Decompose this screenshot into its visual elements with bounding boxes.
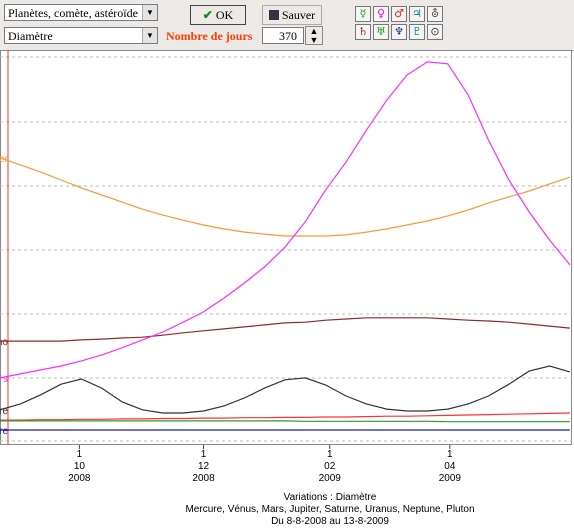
dropdown-arrow: ▼ — [142, 5, 157, 20]
plot-frame — [0, 50, 572, 445]
x-tick-label: 1 — [327, 449, 333, 460]
planet-button[interactable]: ♆ — [391, 24, 407, 40]
x-tick-label: 2008 — [192, 473, 215, 484]
series-label: ure — [0, 426, 8, 437]
x-tick-label: 02 — [324, 461, 336, 472]
quantity-select-text: Diamètre — [8, 29, 53, 43]
series-line — [0, 412, 570, 421]
x-tick-label: 04 — [444, 461, 456, 472]
series-line — [0, 365, 571, 414]
planet-button[interactable]: ♂ — [391, 6, 407, 22]
grid — [0, 56, 572, 442]
series-label: s — [3, 374, 8, 385]
object-select-text: Planètes, comète, astéroïde — [8, 6, 138, 20]
planet-button[interactable]: ⊙ — [427, 24, 443, 40]
planet-button[interactable]: ♇ — [409, 24, 425, 40]
planet-button[interactable]: ☿ — [355, 6, 371, 22]
x-tick-label: 1 — [447, 449, 453, 460]
save-text: Sauver — [281, 8, 316, 22]
x-tick-label: 1 — [77, 449, 83, 460]
days-label: Nombre de jours — [166, 29, 253, 43]
x-tick-label: 1 — [201, 449, 207, 460]
object-select[interactable]: Planètes, comète, astéroïde ▼ — [4, 4, 158, 21]
disk-icon — [268, 10, 279, 20]
series-label: no — [0, 337, 8, 348]
x-tick-label: 2009 — [439, 473, 462, 484]
ok-button[interactable]: ✔ OK — [190, 5, 246, 25]
series-line — [0, 61, 571, 379]
planet-button[interactable]: ♀ — [373, 6, 389, 22]
chart-title: Variations : Diamètre — [284, 492, 377, 503]
chart-subtitle: Mercure, Vénus, Mars, Jupiter, Saturne, … — [185, 504, 474, 515]
quantity-select[interactable]: Diamètre ▼ — [4, 27, 158, 44]
date-range: Du 8-8-2008 au 13-8-2009 — [271, 516, 389, 527]
series-line — [0, 317, 570, 342]
x-tick-label: 2009 — [319, 473, 342, 484]
series-line — [0, 157, 571, 237]
series-label: ure — [0, 406, 8, 417]
planet-button[interactable]: ♃ — [409, 6, 425, 22]
days-value: 370 — [279, 29, 297, 43]
x-tick-label: 12 — [198, 461, 210, 472]
chart: Variations : Diamètre Mercure, Vénus, Ma… — [0, 50, 572, 527]
check-icon: ✔ — [202, 8, 213, 22]
ok-text: OK — [215, 8, 234, 22]
series-line — [0, 420, 570, 423]
days-input[interactable]: 370 — [262, 27, 304, 44]
x-tick-label: 2008 — [68, 473, 91, 484]
days-spinner[interactable]: ▲ ▼ — [305, 26, 323, 45]
series-label: er — [0, 154, 9, 165]
planet-button[interactable]: ♅ — [373, 24, 389, 40]
x-tick-label: 10 — [74, 461, 86, 472]
dropdown-arrow: ▼ — [142, 28, 157, 43]
toolbar: Planètes, comète, astéroïde ▼ Diamètre ▼ ✔… — [0, 0, 574, 51]
planet-button[interactable]: ♄ — [355, 24, 371, 40]
save-button[interactable]: Sauver — [262, 5, 322, 25]
planet-button[interactable]: ⛢ — [427, 6, 443, 22]
